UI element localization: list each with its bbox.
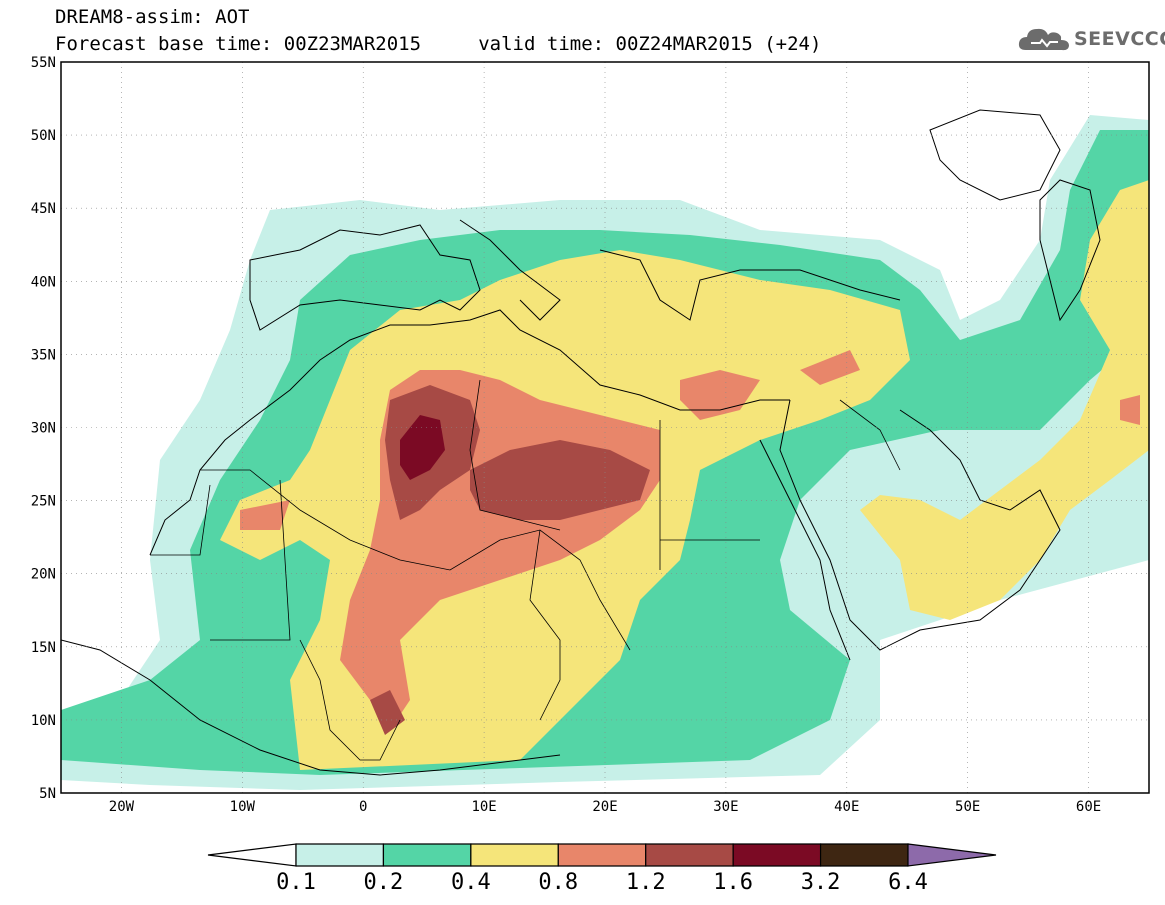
colorbar-segment	[382, 843, 472, 867]
colorbar-segment	[557, 843, 647, 867]
lon-label: 60E	[1076, 799, 1101, 815]
lon-label: 0	[359, 799, 367, 815]
coastlines	[61, 109, 1101, 776]
lat-label: 40N	[31, 274, 56, 290]
lat-label: 35N	[31, 347, 56, 363]
lat-label: 45N	[31, 201, 56, 217]
latitude-labels: 55N 50N 45N 40N 35N 30N 25N 20N 15N 10N 5N	[31, 55, 56, 802]
gridlines	[61, 61, 1149, 794]
lat-label: 30N	[31, 421, 56, 437]
lat-label: 55N	[31, 55, 56, 71]
lat-label: 20N	[31, 567, 56, 583]
seevccc-logo: SEEVCCC	[1018, 24, 1165, 54]
lat-label: 25N	[31, 494, 56, 510]
logo-text: SEEVCCC	[1074, 28, 1165, 50]
colorbar-segment	[645, 843, 734, 867]
lat-label: 5N	[39, 786, 56, 802]
longitude-labels: 20W 10W 0 10E 20E 30E 40E 50E 60E	[109, 799, 1101, 815]
colorbar-label: 0.8	[538, 870, 579, 895]
lon-label: 30E	[713, 799, 738, 815]
colorbar-label: 6.4	[888, 870, 928, 895]
colorbar-arrow-high	[907, 843, 997, 867]
colorbar-label: 0.2	[363, 870, 404, 895]
colorbar-segment	[819, 843, 909, 867]
colorbar-label: 0.1	[276, 870, 316, 895]
colorbar-label: 0.4	[450, 870, 491, 895]
lon-label: 10W	[230, 799, 256, 815]
colorbar-segment	[295, 843, 385, 867]
lon-label: 10E	[471, 799, 496, 815]
lat-label: 10N	[31, 713, 56, 729]
colorbar-label: 1.2	[625, 870, 666, 895]
country-borders	[150, 379, 901, 761]
colorbar-arrow-low	[207, 843, 297, 867]
colorbar-segment	[732, 843, 822, 867]
lon-label: 20E	[592, 799, 617, 815]
lat-label: 15N	[31, 640, 56, 656]
lon-label: 40E	[834, 799, 859, 815]
lon-label: 50E	[955, 799, 980, 815]
aot-field-1.2	[370, 385, 650, 735]
lat-label: 50N	[31, 128, 56, 144]
forecast-time-line: Forecast base time: 00Z23MAR2015 valid t…	[55, 33, 822, 55]
colorbar-label: 3.2	[800, 870, 841, 895]
colorbar	[207, 843, 997, 867]
cloud-icon	[1018, 28, 1069, 51]
map-title: DREAM8-assim: AOT	[55, 6, 250, 28]
lon-label: 20W	[109, 799, 135, 815]
colorbar-label: 1.6	[713, 870, 754, 895]
colorbar-segment	[470, 843, 559, 867]
aot-field-1.6	[400, 415, 445, 480]
map-frame	[60, 61, 1150, 794]
